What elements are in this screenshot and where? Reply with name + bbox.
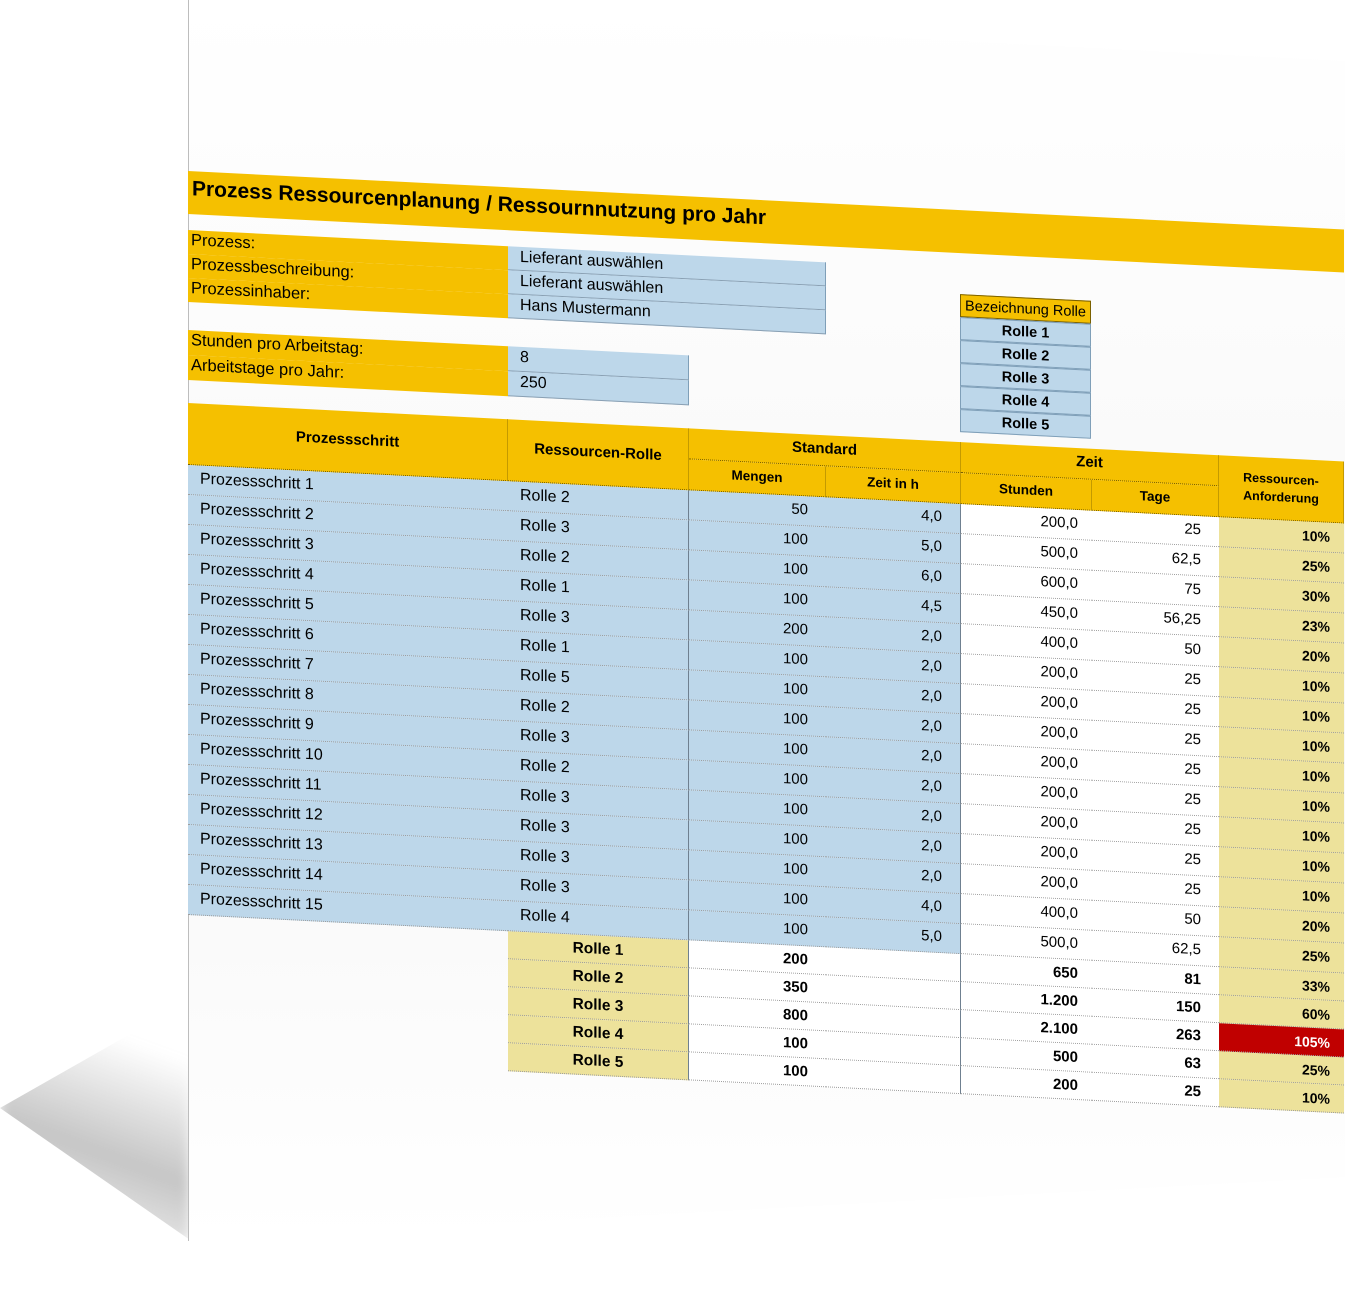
summary-row: Rolle 3 800 2.100 263 105% — [188, 0, 1344, 1058]
summary-anforderung: 10% — [1219, 1079, 1344, 1114]
table-row: Prozessschritt 10 Rolle 2 100 2,0 200,0 25 10% — [188, 0, 1344, 824]
table-row: Prozessschritt 4 Rolle 1 100 4,5 450,0 56,25 2… — [188, 0, 1344, 644]
col-header-anforderung: Ressourcen- Anforderung — [1219, 455, 1344, 524]
roles-box-list: Rolle 1 Rolle 2 Rolle 3 Rolle 4 Rolle 5 — [188, 0, 1344, 439]
table-row: Prozessschritt 9 Rolle 3 100 2,0 200,0 25 10% — [188, 0, 1344, 794]
summary-row: Rolle 1 200 650 81 33% — [188, 0, 1344, 1002]
process-table-body: Prozessschritt 1 Rolle 2 50 4,0 200,0 25 10% Pr… — [188, 0, 1344, 974]
table-row: Prozessschritt 7 Rolle 5 100 2,0 200,0 25 10% — [188, 0, 1344, 734]
table-row: Prozessschritt 11 Rolle 3 100 2,0 200,0 25 10% — [188, 0, 1344, 854]
summary-row: Rolle 5 100 200 25 10% — [188, 0, 1344, 1114]
summary-tage: 25 — [1092, 1072, 1219, 1108]
summary-row: Rolle 4 100 500 63 25% — [188, 0, 1344, 1086]
summary-stunden: 200 — [961, 1066, 1092, 1101]
summary-empty — [826, 1059, 961, 1095]
table-row: Prozessschritt 8 Rolle 2 100 2,0 200,0 25 10% — [188, 0, 1344, 764]
table-row: Prozessschritt 14 Rolle 3 100 4,0 400,0 50 20% — [188, 0, 1344, 944]
table-row: Prozessschritt 1 Rolle 2 50 4,0 200,0 25 10% — [188, 0, 1344, 554]
table-row: Prozessschritt 12 Rolle 3 100 2,0 200,0 25 10% — [188, 0, 1344, 884]
spreadsheet-content: Prozess Ressourcenplanung / Ressournnutz… — [188, 0, 1344, 1300]
table-row: Prozessschritt 6 Rolle 1 100 2,0 200,0 25 10% — [188, 0, 1344, 704]
table-row: Prozessschritt 2 Rolle 3 100 5,0 500,0 62,5 25… — [188, 0, 1344, 584]
table-row: Prozessschritt 3 Rolle 2 100 6,0 600,0 75 30% — [188, 0, 1344, 614]
col-header-rolle: Ressourcen-Rolle — [508, 419, 689, 491]
table-row: Prozessschritt 13 Rolle 3 100 2,0 200,0 25 10% — [188, 0, 1344, 914]
role-summary: Rolle 1 200 650 81 33% Rolle 2 350 1.200 150 60% R… — [188, 0, 1344, 1114]
summary-row: Rolle 2 350 1.200 150 60% — [188, 0, 1344, 1030]
page-shadow — [0, 1000, 190, 1240]
table-row: Prozessschritt 15 Rolle 4 100 5,0 500,0 62,5 2… — [188, 0, 1344, 974]
table-row: Prozessschritt 5 Rolle 3 200 2,0 400,0 50 20% — [188, 0, 1344, 674]
summary-mengen: 100 — [689, 1052, 826, 1088]
